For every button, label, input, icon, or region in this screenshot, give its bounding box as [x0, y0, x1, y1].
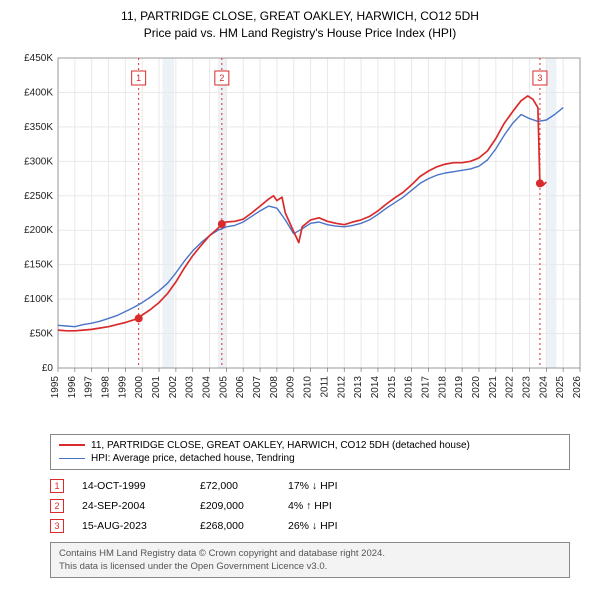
event-marker: 3 — [50, 519, 64, 533]
title-line2: Price paid vs. HM Land Registry's House … — [10, 25, 590, 42]
event-row: 3 15-AUG-2023 £268,000 26% ↓ HPI — [50, 516, 570, 536]
event-date: 15-AUG-2023 — [82, 520, 182, 532]
svg-text:£200K: £200K — [24, 225, 53, 236]
event-marker: 1 — [50, 479, 64, 493]
event-delta: 17% ↓ HPI — [288, 480, 570, 492]
svg-text:2006: 2006 — [235, 375, 246, 398]
svg-text:2026: 2026 — [572, 375, 583, 398]
svg-text:£350K: £350K — [24, 121, 53, 132]
event-price: £268,000 — [200, 520, 270, 532]
svg-text:1996: 1996 — [67, 375, 78, 398]
event-delta: 26% ↓ HPI — [288, 520, 570, 532]
svg-text:2023: 2023 — [521, 375, 532, 398]
svg-text:£250K: £250K — [24, 190, 53, 201]
events-table: 1 14-OCT-1999 £72,000 17% ↓ HPI 2 24-SEP-2004… — [50, 476, 570, 536]
event-row: 1 14-OCT-1999 £72,000 17% ↓ HPI — [50, 476, 570, 496]
svg-text:1998: 1998 — [101, 375, 112, 398]
event-delta: 4% ↑ HPI — [288, 500, 570, 512]
svg-text:2013: 2013 — [353, 375, 364, 398]
svg-text:2009: 2009 — [286, 375, 297, 398]
svg-text:2001: 2001 — [151, 375, 162, 398]
svg-text:2021: 2021 — [488, 375, 499, 398]
svg-text:2018: 2018 — [437, 375, 448, 398]
legend-swatch — [59, 458, 85, 459]
event-price: £209,000 — [200, 500, 270, 512]
attribution-line2: This data is licensed under the Open Gov… — [59, 560, 561, 573]
legend-label: 11, PARTRIDGE CLOSE, GREAT OAKLEY, HARWI… — [91, 440, 470, 451]
attribution: Contains HM Land Registry data © Crown c… — [50, 542, 570, 579]
svg-text:£50K: £50K — [30, 328, 54, 339]
svg-text:2019: 2019 — [454, 375, 465, 398]
price-chart: £0 £50K £100K £150K £200K £250K £300K £350K £400… — [10, 48, 590, 428]
svg-text:2022: 2022 — [505, 375, 516, 398]
svg-text:1: 1 — [136, 73, 141, 83]
svg-text:2016: 2016 — [404, 375, 415, 398]
legend-item: HPI: Average price, detached house, Tend… — [59, 452, 561, 465]
svg-text:£0: £0 — [42, 363, 54, 374]
svg-text:2007: 2007 — [252, 375, 263, 398]
svg-text:2011: 2011 — [319, 375, 330, 397]
event-row: 2 24-SEP-2004 £209,000 4% ↑ HPI — [50, 496, 570, 516]
svg-text:£100K: £100K — [24, 294, 53, 305]
legend-label: HPI: Average price, detached house, Tend… — [91, 453, 295, 464]
attribution-line1: Contains HM Land Registry data © Crown c… — [59, 547, 561, 560]
svg-text:2000: 2000 — [134, 375, 145, 398]
svg-text:1995: 1995 — [50, 375, 61, 398]
chart-title: 11, PARTRIDGE CLOSE, GREAT OAKLEY, HARWI… — [10, 8, 590, 42]
event-date: 24-SEP-2004 — [82, 500, 182, 512]
event-marker: 2 — [50, 499, 64, 513]
svg-text:3: 3 — [537, 73, 542, 83]
svg-text:2012: 2012 — [336, 375, 347, 398]
svg-text:2025: 2025 — [555, 375, 566, 398]
svg-text:2005: 2005 — [218, 375, 229, 398]
legend-swatch — [59, 444, 85, 446]
svg-text:2020: 2020 — [471, 375, 482, 398]
svg-text:£400K: £400K — [24, 87, 53, 98]
svg-text:2010: 2010 — [303, 375, 314, 398]
svg-text:2003: 2003 — [185, 375, 196, 398]
svg-text:£300K: £300K — [24, 156, 53, 167]
svg-text:1999: 1999 — [117, 375, 128, 398]
svg-text:2014: 2014 — [370, 375, 381, 398]
svg-text:2004: 2004 — [202, 375, 213, 398]
svg-text:2008: 2008 — [269, 375, 280, 398]
event-date: 14-OCT-1999 — [82, 480, 182, 492]
svg-text:2017: 2017 — [420, 375, 431, 398]
svg-text:£150K: £150K — [24, 259, 53, 270]
legend-item: 11, PARTRIDGE CLOSE, GREAT OAKLEY, HARWI… — [59, 439, 561, 452]
event-price: £72,000 — [200, 480, 270, 492]
svg-text:2002: 2002 — [168, 375, 179, 398]
svg-text:£450K: £450K — [24, 53, 53, 64]
title-line1: 11, PARTRIDGE CLOSE, GREAT OAKLEY, HARWI… — [10, 8, 590, 25]
svg-text:1997: 1997 — [84, 375, 95, 398]
svg-text:2024: 2024 — [538, 375, 549, 398]
svg-text:2: 2 — [219, 73, 224, 83]
legend: 11, PARTRIDGE CLOSE, GREAT OAKLEY, HARWI… — [50, 434, 570, 470]
svg-text:2015: 2015 — [387, 375, 398, 398]
